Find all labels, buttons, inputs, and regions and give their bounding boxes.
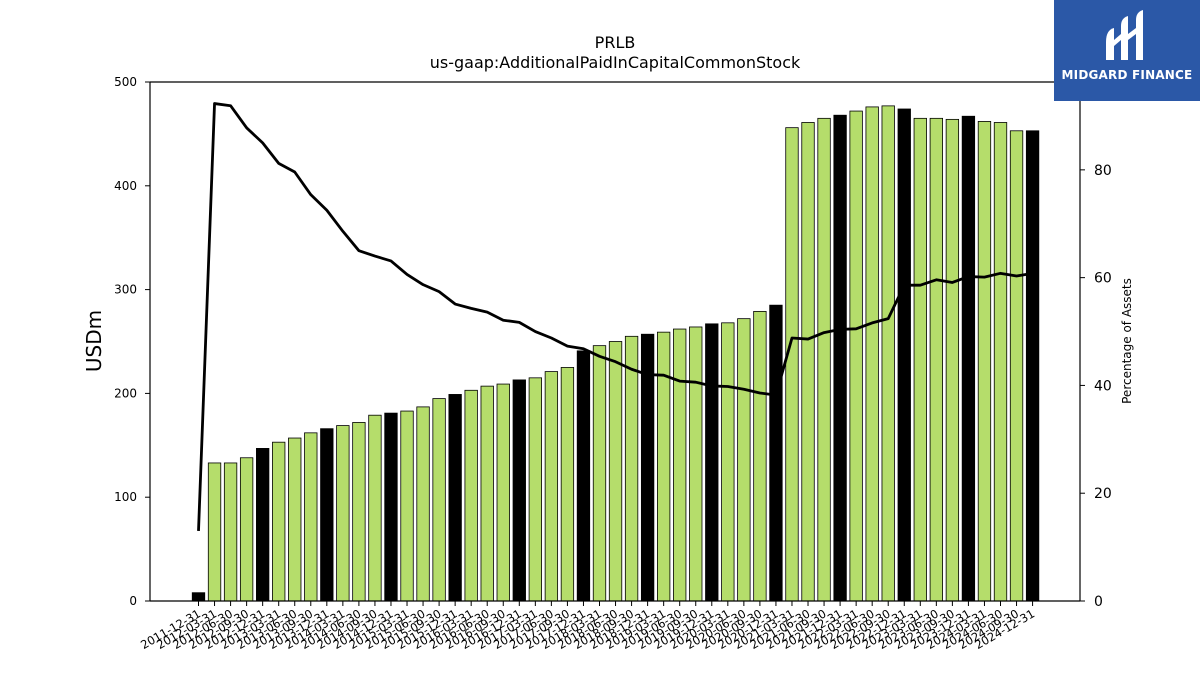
y2-tick-label: 0 <box>1094 594 1103 610</box>
bar-2019-06-30 <box>673 328 687 602</box>
axes-group: 01002003004005000204060802011-12-312012-… <box>114 75 1112 652</box>
bar-2015-06-30 <box>416 406 430 602</box>
bar-2019-12-31 <box>705 323 719 602</box>
line-group <box>197 102 1033 531</box>
logo-text: MIDGARD FINANCE <box>1061 68 1193 82</box>
bar-2016-12-31 <box>512 379 526 602</box>
bar-2021-09-30 <box>817 117 831 602</box>
bar-2017-06-30 <box>544 371 559 602</box>
bar-2016-03-31 <box>464 389 478 602</box>
bar-2022-12-31 <box>897 108 911 602</box>
y-tick-label: 0 <box>129 594 137 608</box>
bar-2022-06-30 <box>865 106 879 602</box>
y-tick-label: 300 <box>114 283 137 297</box>
midgard-finance-logo: MIDGARD FINANCE <box>1054 0 1200 101</box>
y2-tick-label: 40 <box>1094 378 1112 394</box>
bar-2018-09-30 <box>624 335 639 602</box>
y2-axis-label: Percentage of Assets <box>1120 278 1134 404</box>
bar-2022-09-30 <box>881 105 895 602</box>
y-tick-label: 200 <box>114 386 137 400</box>
y-axis-label: USDm <box>82 310 106 372</box>
bar-2019-09-30 <box>689 326 703 602</box>
bar-2021-12-31 <box>833 114 847 602</box>
bar-2013-09-30 <box>304 432 318 602</box>
bar-2012-03-31 <box>207 462 222 602</box>
bar-2015-03-31 <box>400 410 414 602</box>
bar-2013-12-31 <box>320 428 334 602</box>
bar-2023-06-30 <box>929 117 943 602</box>
bar-2016-09-30 <box>496 383 510 602</box>
bar-2014-12-31 <box>384 412 398 602</box>
bar-2020-03-31 <box>721 322 735 602</box>
bar-2020-06-30 <box>737 318 751 602</box>
y-tick-label: 100 <box>114 490 137 504</box>
bar-2017-09-30 <box>560 367 575 602</box>
y-tick-label: 500 <box>114 75 137 89</box>
bar-2015-09-30 <box>432 398 446 602</box>
bar-2024-06-30 <box>993 122 1008 602</box>
percentage-of-assets-line <box>197 102 1033 531</box>
bar-2011-12-31 <box>191 592 206 602</box>
bar-2016-06-30 <box>480 385 494 602</box>
bar-2012-09-30 <box>239 457 254 602</box>
bar-2014-09-30 <box>368 414 382 602</box>
y-tick-label: 400 <box>114 179 137 193</box>
bar-2015-12-31 <box>448 394 462 602</box>
bar-2021-03-31 <box>785 127 799 602</box>
bar-2014-06-30 <box>352 422 366 602</box>
bar-2017-03-31 <box>528 377 542 602</box>
bar-2020-12-31 <box>769 304 783 602</box>
bar-2018-06-30 <box>608 341 623 602</box>
bar-2014-03-31 <box>336 425 350 602</box>
bar-2024-09-30 <box>1009 130 1024 602</box>
bar-2024-03-31 <box>977 121 992 602</box>
bar-2021-06-30 <box>801 122 815 602</box>
bar-2012-06-30 <box>223 462 238 602</box>
bar-2012-12-31 <box>256 448 270 602</box>
bar-2018-03-31 <box>592 345 607 602</box>
y2-tick-label: 60 <box>1094 271 1112 287</box>
y2-tick-label: 20 <box>1094 486 1112 502</box>
chart-title: PRLB <box>595 33 636 52</box>
bar-2017-12-31 <box>576 350 591 602</box>
bar-2024-12-31 <box>1025 130 1040 602</box>
bar-2013-03-31 <box>272 441 286 602</box>
bar-2019-03-31 <box>657 331 671 602</box>
bar-2022-03-31 <box>849 110 863 602</box>
bar-2013-06-30 <box>288 437 302 602</box>
bar-2023-03-31 <box>913 117 927 602</box>
logo-mark-icon <box>1106 10 1143 60</box>
bars-group <box>191 105 1040 602</box>
bar-2023-09-30 <box>945 118 960 602</box>
y2-tick-label: 80 <box>1094 163 1112 179</box>
chart-subtitle: us-gaap:AdditionalPaidInCapitalCommonSto… <box>430 53 801 72</box>
bar-2020-09-30 <box>753 310 767 602</box>
bar-2023-12-31 <box>961 115 976 602</box>
